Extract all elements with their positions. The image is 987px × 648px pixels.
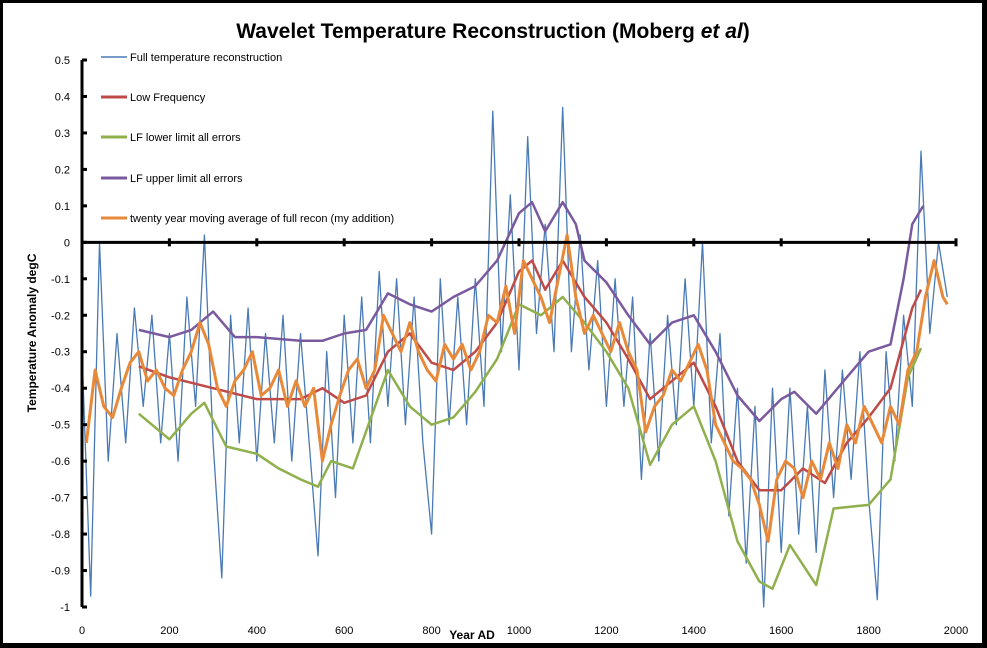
series-line-4	[84, 233, 949, 543]
x-tick-label: 1400	[682, 625, 706, 637]
legend-label-1: Low Frequency	[130, 92, 206, 104]
y-tick-label: -0.2	[51, 310, 70, 322]
title-end: )	[743, 20, 750, 43]
x-tick-label: 1600	[769, 625, 793, 637]
y-tick-label: 0.2	[55, 164, 70, 176]
x-tick-label: 0	[79, 625, 85, 637]
axes-layer: 0.5 0.4 0.3 0.2 0.1 0 -0.1 -0.2 -0.3 -0.4 -0.5 -0.6…	[51, 55, 968, 637]
series-line-2	[137, 295, 923, 591]
x-tick-label: 1800	[856, 625, 880, 637]
y-tick-label: -0.5	[51, 420, 70, 432]
legend-label-2: LF lower limit all errors	[130, 132, 241, 144]
y-tick-label: -1	[60, 602, 70, 614]
y-tick-label: 0.4	[55, 91, 70, 103]
x-axis-label: Year AD	[449, 628, 495, 642]
x-tick-label: 2000	[944, 625, 968, 637]
y-tick-label: -0.8	[51, 529, 70, 541]
legend-label-0: Full temperature reconstruction	[130, 52, 282, 64]
y-tick-label: 0.3	[55, 128, 70, 140]
x-tick-label: 1000	[507, 625, 531, 637]
chart-frame	[3, 3, 982, 643]
y-tick-label: -0.3	[51, 347, 70, 359]
y-tick-label: -0.1	[51, 274, 70, 286]
legend: Full temperature reconstruction Low Frequ…	[101, 52, 394, 225]
y-tick-label: 0.1	[55, 201, 70, 213]
y-tick-label: -0.9	[51, 566, 70, 578]
y-tick-label: 0.5	[55, 55, 70, 67]
y-tick-label: -0.7	[51, 493, 70, 505]
x-tick-label: 200	[160, 625, 178, 637]
chart-title: Wavelet Temperature Reconstruction (Mobe…	[236, 20, 749, 43]
y-tick-label: -0.6	[51, 456, 70, 468]
series-layer	[81, 106, 949, 608]
x-tick-label: 800	[422, 625, 440, 637]
series-line-3	[138, 200, 925, 423]
legend-label-3: LF upper limit all errors	[130, 173, 243, 185]
y-tick-label: -0.4	[51, 383, 70, 395]
title-italic: et al	[701, 20, 744, 43]
x-tick-label: 1200	[594, 625, 618, 637]
y-axis-label: Temperature Anomaly degC	[25, 253, 39, 412]
title-main: Wavelet Temperature Reconstruction (Mobe…	[236, 20, 700, 43]
x-tick-label: 400	[248, 625, 266, 637]
x-tick-label: 600	[335, 625, 353, 637]
y-tick-label: 0	[64, 237, 70, 249]
legend-label-4: twenty year moving average of full recon…	[130, 213, 394, 225]
